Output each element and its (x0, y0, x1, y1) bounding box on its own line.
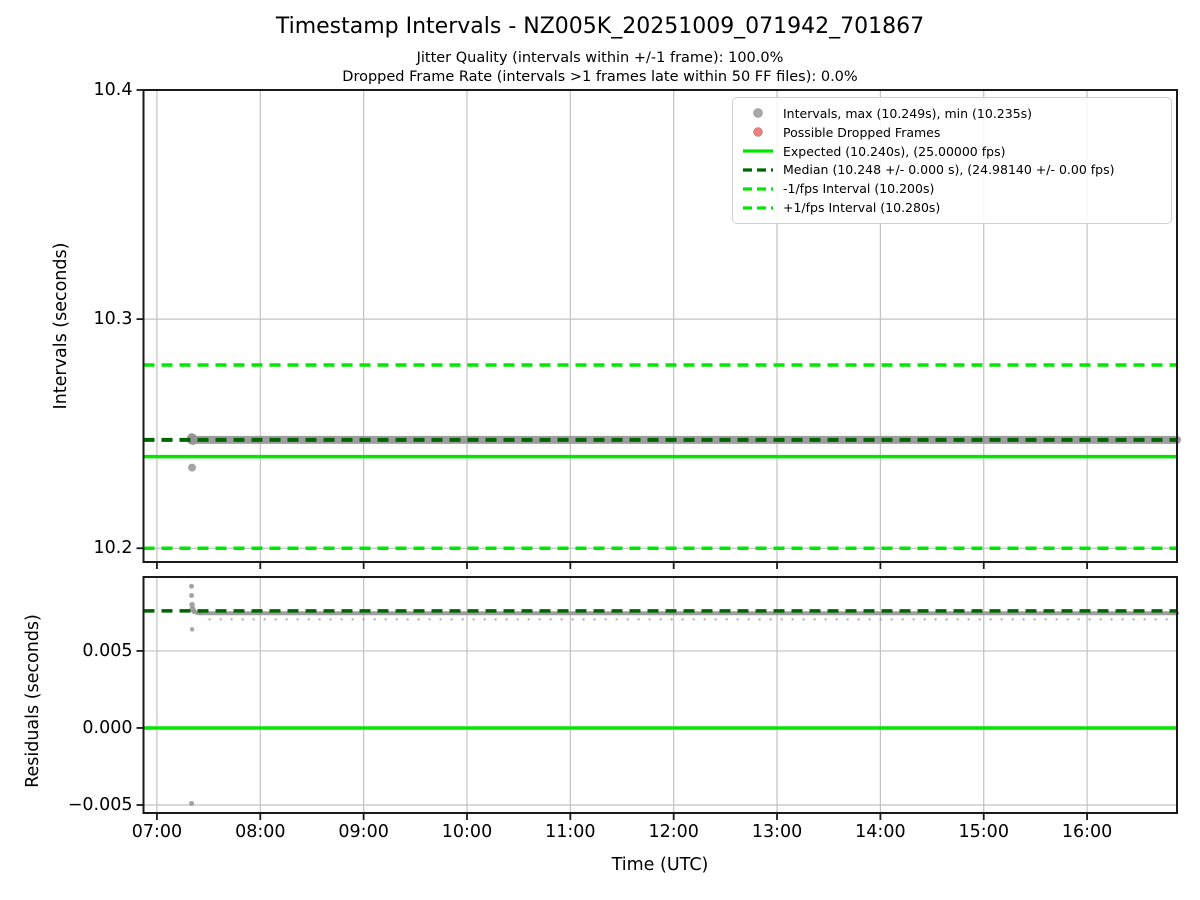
legend-item-label: Median (10.248 +/- 0.000 s), (24.98140 +… (783, 162, 1115, 178)
y-tick-label: 10.2 (93, 538, 133, 559)
chart-title: Timestamp Intervals - NZ005K_20251009_07… (275, 14, 925, 39)
y-tick-label: 0.005 (82, 640, 133, 661)
x-tick-label: 08:00 (235, 822, 286, 842)
scatter-point (189, 800, 195, 806)
axes-spines (142, 89, 1178, 563)
legend-line-marker-icon (743, 205, 773, 210)
legend-line-marker-icon (743, 149, 773, 153)
legend-dot-marker-icon (753, 108, 763, 119)
scatter-point (189, 627, 195, 632)
scatter-point (188, 463, 197, 472)
x-tick-label: 16:00 (1061, 822, 1113, 842)
legend-item-label: Expected (10.240s), (25.00000 fps) (783, 143, 1006, 159)
legend-line-marker-icon (743, 168, 773, 172)
y-tick-label: −0.005 (67, 794, 133, 815)
x-tick-label: 15:00 (958, 822, 1009, 842)
scatter-point (189, 601, 195, 608)
legend-item-label: Intervals, max (10.249s), min (10.235s) (783, 105, 1033, 121)
x-axis-label: Time (UTC) (611, 855, 709, 875)
y-axis-label-residuals: Residuals (seconds) (23, 614, 43, 788)
scatter-point (189, 592, 195, 598)
legend-item: -1/fps Interval (10.200s) (742, 180, 1162, 198)
subplot-intervals (136, 89, 1181, 569)
legend-item: Expected (10.240s), (25.00000 fps) (742, 142, 1162, 160)
x-tick-label: 10:00 (441, 822, 493, 842)
scatter-point (189, 583, 195, 589)
x-tick-label: 09:00 (338, 822, 389, 842)
y-tick-label: 10.4 (93, 80, 133, 100)
legend-item-label: Possible Dropped Frames (783, 124, 941, 140)
legend-item-label: +1/fps Interval (10.280s) (783, 200, 941, 216)
x-tick-label: 13:00 (751, 822, 803, 842)
x-tick-label: 11:00 (545, 822, 596, 842)
x-tick-label: 12:00 (648, 822, 699, 842)
legend-dot-marker-icon (753, 127, 763, 138)
subplot-residuals (136, 576, 1179, 820)
x-tick-label: 14:00 (855, 822, 906, 842)
y-axis-label-intervals: Intervals (seconds) (51, 242, 71, 410)
scatter-point (189, 437, 198, 446)
axes-spines (142, 576, 1178, 814)
chart-subtitle-dropped-frame-rate: Dropped Frame Rate (intervals >1 frames … (342, 69, 858, 85)
legend: Intervals, max (10.249s), min (10.235s) P… (732, 97, 1172, 224)
legend-item-label: -1/fps Interval (10.200s) (783, 181, 935, 197)
x-tick-label: 07:00 (131, 822, 183, 842)
legend-item: +1/fps Interval (10.280s) (742, 199, 1162, 217)
chart-subtitle-jitter-quality: Jitter Quality (intervals within +/-1 fr… (416, 50, 784, 66)
y-tick-label: 10.3 (93, 309, 133, 330)
legend-item: Intervals, max (10.249s), min (10.235s) (742, 104, 1162, 122)
legend-item: Median (10.248 +/- 0.000 s), (24.98140 +… (742, 161, 1162, 179)
y-tick-label: 0.000 (82, 717, 133, 738)
legend-line-marker-icon (743, 187, 773, 191)
legend-item: Possible Dropped Frames (742, 123, 1162, 141)
